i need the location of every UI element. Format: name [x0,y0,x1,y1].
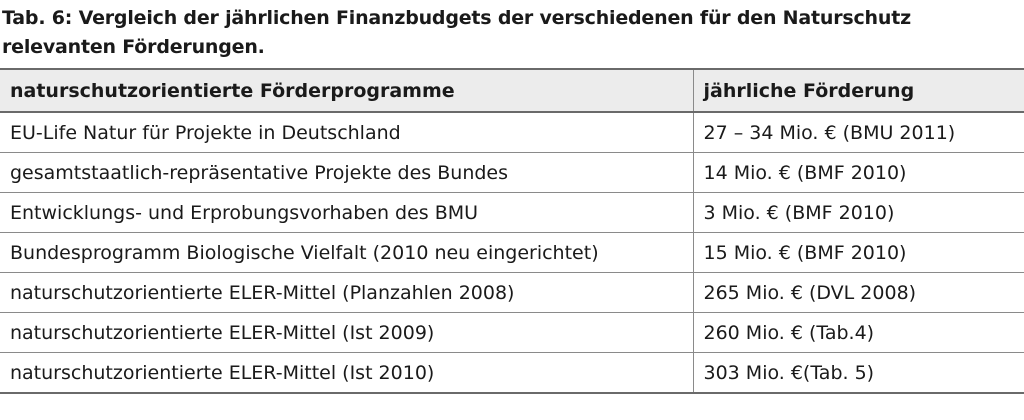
program-cell: naturschutzorientierte ELER-Mittel (Ist … [0,312,693,353]
table-caption: Tab. 6: Vergleich der jährlichen Finanzb… [2,7,911,58]
funding-cell: 14 Mio. € (BMF 2010) [692,152,1024,193]
program-cell: gesamtstaatlich-repräsentative Projekte … [0,152,693,193]
table-row: naturschutzorientierte ELER-Mittel (Plan… [0,272,1024,313]
funding-cell: 265 Mio. € (DVL 2008) [692,272,1024,313]
funding-budget-table: naturschutzorientierte Förderprogramme j… [0,68,1024,394]
table-row: naturschutzorientierte ELER-Mittel (Ist … [0,312,1024,353]
program-cell: EU-Life Natur für Projekte in Deutschlan… [0,112,693,153]
header-annual-funding: jährliche Förderung [692,68,1024,113]
funding-cell: 27 – 34 Mio. € (BMU 2011) [692,112,1024,153]
funding-cell: 303 Mio. €(Tab. 5) [692,352,1024,394]
table-row: gesamtstaatlich-repräsentative Projekte … [0,152,1024,193]
table-header-row: naturschutzorientierte Förderprogramme j… [0,68,1024,113]
program-cell: naturschutzorientierte ELER-Mittel (Plan… [0,272,693,313]
funding-cell: 15 Mio. € (BMF 2010) [692,232,1024,273]
header-programs: naturschutzorientierte Förderprogramme [0,68,693,113]
table-row: EU-Life Natur für Projekte in Deutschlan… [0,112,1024,153]
table-row: Entwicklungs- und Erprobungsvorhaben des… [0,192,1024,233]
table-row: naturschutzorientierte ELER-Mittel (Ist … [0,352,1024,394]
program-cell: Entwicklungs- und Erprobungsvorhaben des… [0,192,693,233]
funding-cell: 260 Mio. € (Tab.4) [692,312,1024,353]
funding-cell: 3 Mio. € (BMF 2010) [692,192,1024,233]
program-cell: naturschutzorientierte ELER-Mittel (Ist … [0,352,693,394]
program-cell: Bundesprogramm Biologische Vielfalt (201… [0,232,693,273]
table-row: Bundesprogramm Biologische Vielfalt (201… [0,232,1024,273]
